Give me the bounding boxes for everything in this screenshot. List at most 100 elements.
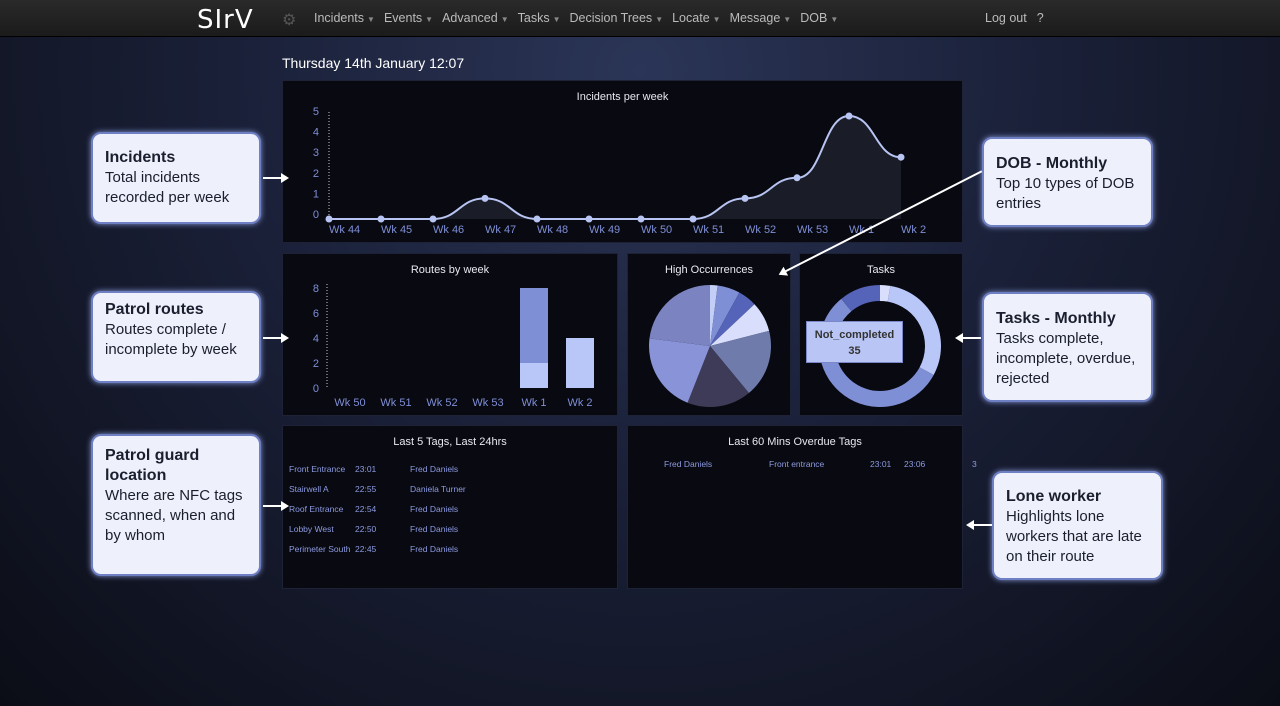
y-tick-label: 2 xyxy=(313,168,319,180)
pie-slice[interactable] xyxy=(649,338,710,403)
pie-slice[interactable] xyxy=(887,285,941,375)
data-point[interactable] xyxy=(325,215,333,223)
x-tick-label: Wk 52 xyxy=(745,224,776,236)
data-point[interactable] xyxy=(533,215,541,223)
pie-slice[interactable] xyxy=(687,346,749,407)
pie-slice[interactable] xyxy=(710,304,770,346)
menu-label: Message xyxy=(729,11,781,25)
y-tick-label: 0 xyxy=(313,383,319,395)
top-nav: SIrV ⚙ Incidents ▼ Events ▼ Advanced ▼ Tasks ▼ D… xyxy=(0,0,1280,37)
pie-slice[interactable] xyxy=(710,285,740,346)
help-link[interactable]: ? xyxy=(1036,11,1044,25)
callout-incidents: Incidents Total incidents recorded per we… xyxy=(91,132,261,224)
menu-label: Incidents xyxy=(314,11,365,25)
x-tick-label: Wk 47 xyxy=(485,224,516,236)
pie-slice[interactable] xyxy=(710,292,755,346)
tag-time: 22:55 xyxy=(355,484,377,494)
tag-time: 22:50 xyxy=(355,524,377,534)
menu-label: Events xyxy=(383,11,423,25)
routes-panel: Routes by week 0 2 4 6 8 Wk 50 Wk 51 Wk 52 Wk 53… xyxy=(282,253,618,416)
tag-user: Fred Daniels xyxy=(410,544,459,554)
tag-time: 22:45 xyxy=(355,544,377,554)
bar[interactable] xyxy=(520,363,548,388)
chart-tooltip: Not_completed 35 xyxy=(806,321,903,363)
callout-text: Highlights lone workers that are late on… xyxy=(1006,508,1142,565)
callout-lone-worker: Lone worker Highlights lone workers that … xyxy=(992,471,1163,580)
x-tick-label: Wk 2 xyxy=(567,397,592,409)
pie-slice[interactable] xyxy=(649,285,710,346)
logo[interactable]: SIrV xyxy=(197,5,254,35)
x-tick-label: Wk 51 xyxy=(380,397,411,409)
pie-slice[interactable] xyxy=(841,285,880,312)
incidents-chart: 0 1 2 3 4 5 Wk 44 Wk 45 Wk 46 Wk 47 Wk 48 Wk 49 Wk 5… xyxy=(313,106,926,236)
overdue-user: Fred Daniels xyxy=(664,459,713,469)
data-point[interactable] xyxy=(845,112,853,120)
data-point[interactable] xyxy=(377,215,385,223)
callout-text: Routes complete / incomplete by week xyxy=(105,321,237,358)
arrow-icon xyxy=(966,520,992,530)
tooltip-label: Not_completed xyxy=(814,329,895,341)
current-date: Thursday 14th January 12:07 xyxy=(282,55,465,71)
bar[interactable] xyxy=(566,338,594,388)
menu-label: Tasks xyxy=(517,11,550,25)
panel-title: Last 5 Tags, Last 24hrs xyxy=(393,436,507,448)
menu-item[interactable]: DOB ▼ xyxy=(800,11,838,25)
y-tick-label: 4 xyxy=(313,333,319,345)
data-point[interactable] xyxy=(429,215,437,223)
panel-title: Last 60 Mins Overdue Tags xyxy=(728,436,862,448)
caret-down-icon: ▼ xyxy=(367,15,375,24)
menu-label: DOB xyxy=(800,11,828,25)
menu-label: Locate xyxy=(672,11,710,25)
callout-title: Patrol guard location xyxy=(105,447,200,484)
routes-chart: 0 2 4 6 8 Wk 50 Wk 51 Wk 52 Wk 53 Wk 1 Wk 2 xyxy=(313,283,594,409)
menu-item[interactable]: Events ▼ xyxy=(384,11,433,25)
x-tick-label: Wk 50 xyxy=(334,397,365,409)
data-point[interactable] xyxy=(793,174,801,182)
caret-down-icon: ▼ xyxy=(655,15,664,24)
caret-down-icon: ▼ xyxy=(425,15,434,24)
callout-guard: Patrol guard location Where are NFC tags … xyxy=(91,434,261,576)
tag-location: Stairwell A xyxy=(289,484,329,494)
menu-item[interactable]: Advanced ▼ xyxy=(442,11,509,25)
pie-slice[interactable] xyxy=(880,285,891,302)
bar[interactable] xyxy=(520,288,548,363)
high-occurrences-panel: High Occurrences xyxy=(627,253,791,416)
x-tick-label: Wk 45 xyxy=(381,224,412,236)
arrow-icon xyxy=(955,333,981,343)
logout-link[interactable]: Log out xyxy=(985,11,1027,25)
y-tick-label: 3 xyxy=(313,147,319,159)
data-point[interactable] xyxy=(481,194,489,202)
data-point[interactable] xyxy=(637,215,645,223)
tag-user: Fred Daniels xyxy=(410,464,459,474)
callout-dob: DOB - Monthly Top 10 types of DOB entries xyxy=(982,137,1153,227)
menu-item[interactable]: Incidents ▼ xyxy=(314,11,375,25)
menu-label: Advanced xyxy=(442,11,498,25)
pie-slice[interactable] xyxy=(710,330,771,394)
pie-slice[interactable] xyxy=(710,285,718,346)
y-tick-label: 5 xyxy=(313,106,319,118)
menu-item[interactable]: Tasks ▼ xyxy=(518,11,561,25)
pie-slice[interactable] xyxy=(819,324,934,407)
x-tick-label: Wk 44 xyxy=(329,224,360,236)
menu-item[interactable]: Message ▼ xyxy=(730,11,792,25)
tasks-chart xyxy=(819,285,941,407)
x-tick-label: Wk 50 xyxy=(641,224,672,236)
callout-title: Tasks - Monthly xyxy=(996,310,1116,327)
data-point[interactable] xyxy=(741,194,749,202)
caret-down-icon: ▼ xyxy=(712,15,721,24)
gear-icon[interactable]: ⚙ xyxy=(282,12,297,29)
incidents-panel: Incidents per week 0 1 2 3 4 5 Wk 44 Wk 45 Wk 46… xyxy=(282,80,963,243)
arrow-icon xyxy=(263,501,289,511)
data-point[interactable] xyxy=(897,153,905,161)
data-point[interactable] xyxy=(585,215,593,223)
menu-item[interactable]: Locate ▼ xyxy=(672,11,720,25)
arrow-icon xyxy=(263,173,289,183)
y-tick-label: 6 xyxy=(313,308,319,320)
tag-location: Perimeter South xyxy=(289,544,351,554)
menu-item[interactable]: Decision Trees ▼ xyxy=(570,11,664,25)
callout-text: Total incidents recorded per week xyxy=(105,169,230,206)
data-point[interactable] xyxy=(689,215,697,223)
callout-text: Top 10 types of DOB entries xyxy=(996,175,1135,212)
caret-down-icon: ▼ xyxy=(830,15,839,24)
arrow-icon xyxy=(263,333,289,343)
